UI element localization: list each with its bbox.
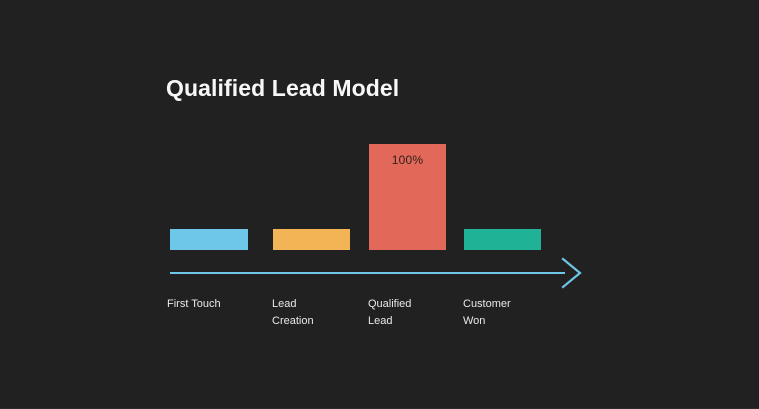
page-title: Qualified Lead Model — [166, 75, 400, 101]
bar-qualified-lead[interactable]: 100% — [369, 144, 446, 250]
bar-lead-creation[interactable] — [273, 229, 350, 250]
bar-customer-won[interactable] — [464, 229, 541, 250]
category-label-lead-creation: Lead Creation — [272, 298, 314, 327]
category-label-customer-won: Customer Won — [463, 298, 511, 327]
axis-arrow-line — [170, 272, 565, 274]
arrow-right-icon — [561, 257, 582, 289]
category-label-qualified-lead: Qualified Lead — [368, 298, 412, 327]
bar-first-touch[interactable] — [170, 229, 248, 250]
category-label-first-touch: First Touch — [167, 298, 221, 310]
bar-value-label: 100% — [391, 153, 424, 167]
